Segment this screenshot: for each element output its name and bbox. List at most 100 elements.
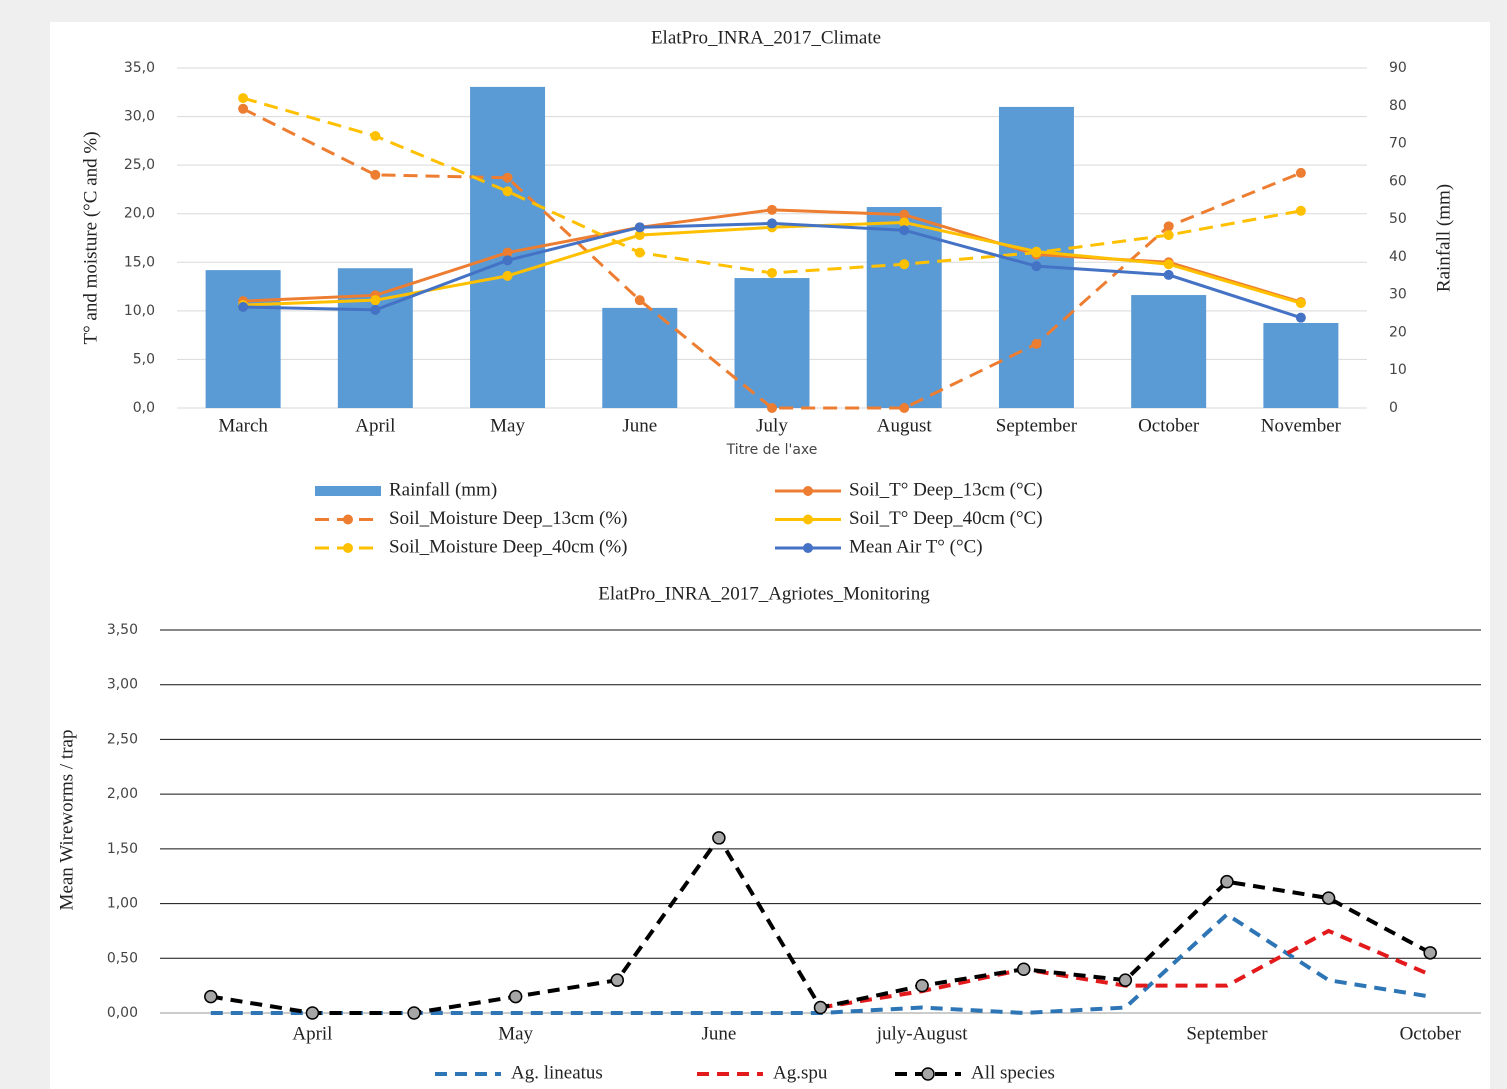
bar — [602, 307, 678, 408]
legend-swatch — [315, 486, 381, 496]
x-tick-label: April — [355, 415, 395, 436]
marker — [1295, 205, 1306, 216]
legend-marker — [803, 514, 813, 525]
marker — [1163, 259, 1174, 270]
marker — [1295, 298, 1306, 309]
x-tick-label: July — [756, 415, 788, 436]
marker — [1163, 230, 1174, 241]
y-tick-label: 0,0 — [133, 400, 155, 416]
y2-tick-label: 20 — [1389, 324, 1407, 340]
y2-tick-label: 60 — [1389, 173, 1407, 189]
y-axis-title: T° and moisture (°C and %) — [80, 131, 101, 344]
marker — [1295, 167, 1306, 178]
y-tick-label: 2,00 — [107, 786, 138, 802]
marker — [767, 267, 777, 278]
marker — [502, 186, 513, 197]
legend-marker — [803, 486, 813, 496]
legend-label: Ag. lineatus — [511, 1062, 603, 1083]
y-tick-label: 5,0 — [133, 351, 155, 367]
legend-label: All species — [971, 1062, 1055, 1083]
x-tick-label: july-August — [876, 1023, 969, 1044]
marker — [370, 169, 381, 180]
marker — [899, 209, 910, 220]
marker — [899, 217, 910, 228]
x-tick-label: August — [877, 415, 933, 436]
bar — [1131, 295, 1207, 408]
y2-axis-title: Rainfall (mm) — [1433, 184, 1454, 292]
marker — [712, 831, 726, 845]
legend-marker — [343, 514, 353, 525]
marker — [899, 225, 910, 236]
y2-tick-label: 70 — [1389, 136, 1407, 152]
y-tick-label: 2,50 — [107, 731, 138, 747]
x-tick-label: October — [1400, 1023, 1462, 1044]
marker — [767, 403, 777, 413]
marker — [508, 989, 523, 1004]
marker — [1031, 338, 1042, 349]
x-tick-label: November — [1261, 415, 1342, 436]
chart-title: ElatPro_INRA_2017_Climate — [651, 27, 881, 48]
legend-label: Mean Air T° (°C) — [849, 536, 983, 557]
y-tick-label: 25,0 — [124, 157, 155, 173]
marker — [238, 93, 249, 104]
y2-tick-label: 0 — [1389, 400, 1398, 416]
y2-tick-label: 90 — [1389, 60, 1407, 76]
y-tick-label: 0,50 — [107, 950, 138, 966]
marker — [1031, 261, 1042, 272]
y2-tick-label: 30 — [1389, 287, 1407, 303]
y-tick-label: 3,00 — [107, 677, 138, 693]
marker — [915, 978, 929, 993]
marker — [1031, 247, 1042, 258]
marker — [407, 1006, 421, 1020]
y2-tick-label: 40 — [1389, 249, 1407, 265]
bar — [337, 268, 413, 408]
marker — [204, 989, 218, 1004]
marker — [502, 172, 513, 183]
y2-tick-label: 50 — [1389, 211, 1407, 227]
x-tick-label: September — [996, 415, 1078, 436]
x-tick-label: April — [292, 1023, 332, 1044]
marker — [1016, 962, 1031, 976]
marker — [634, 222, 645, 233]
marker — [1163, 221, 1174, 232]
x-tick-label: June — [701, 1023, 736, 1044]
legend-marker — [803, 543, 813, 553]
y-tick-label: 0,00 — [107, 1005, 138, 1021]
legend-marker — [921, 1067, 935, 1081]
marker — [1220, 874, 1234, 889]
y-axis-title: Mean Wireworms / trap — [56, 730, 77, 911]
legend-label: Ag.spu — [773, 1062, 828, 1083]
marker — [370, 304, 381, 315]
legend-label: Soil_Moisture Deep_40cm (%) — [389, 536, 628, 557]
x-axis-title: Titre de l'axe — [726, 442, 818, 458]
x-tick-label: September — [1186, 1023, 1268, 1044]
marker — [634, 230, 645, 241]
marker — [899, 403, 910, 413]
marker — [502, 270, 513, 281]
marker — [1423, 946, 1437, 960]
y2-tick-label: 80 — [1389, 98, 1407, 114]
y-tick-label: 20,0 — [124, 206, 155, 222]
panel — [50, 22, 1490, 1089]
y-tick-label: 1,00 — [107, 896, 138, 912]
bar — [205, 270, 281, 408]
marker — [502, 247, 513, 258]
marker — [610, 973, 625, 987]
marker — [370, 131, 381, 141]
marker — [502, 255, 513, 266]
marker — [1321, 891, 1336, 905]
marker — [634, 247, 645, 258]
legend-marker — [343, 543, 353, 553]
marker — [899, 259, 910, 270]
marker — [767, 204, 777, 215]
marker — [1118, 973, 1133, 987]
marker — [1295, 312, 1306, 323]
legend-label: Soil_Moisture Deep_13cm (%) — [389, 508, 628, 529]
marker — [238, 301, 249, 312]
marker — [767, 218, 777, 229]
x-tick-label: October — [1138, 415, 1200, 436]
x-tick-label: March — [218, 415, 268, 436]
y2-tick-label: 10 — [1389, 362, 1407, 378]
y-tick-label: 35,0 — [124, 60, 155, 76]
